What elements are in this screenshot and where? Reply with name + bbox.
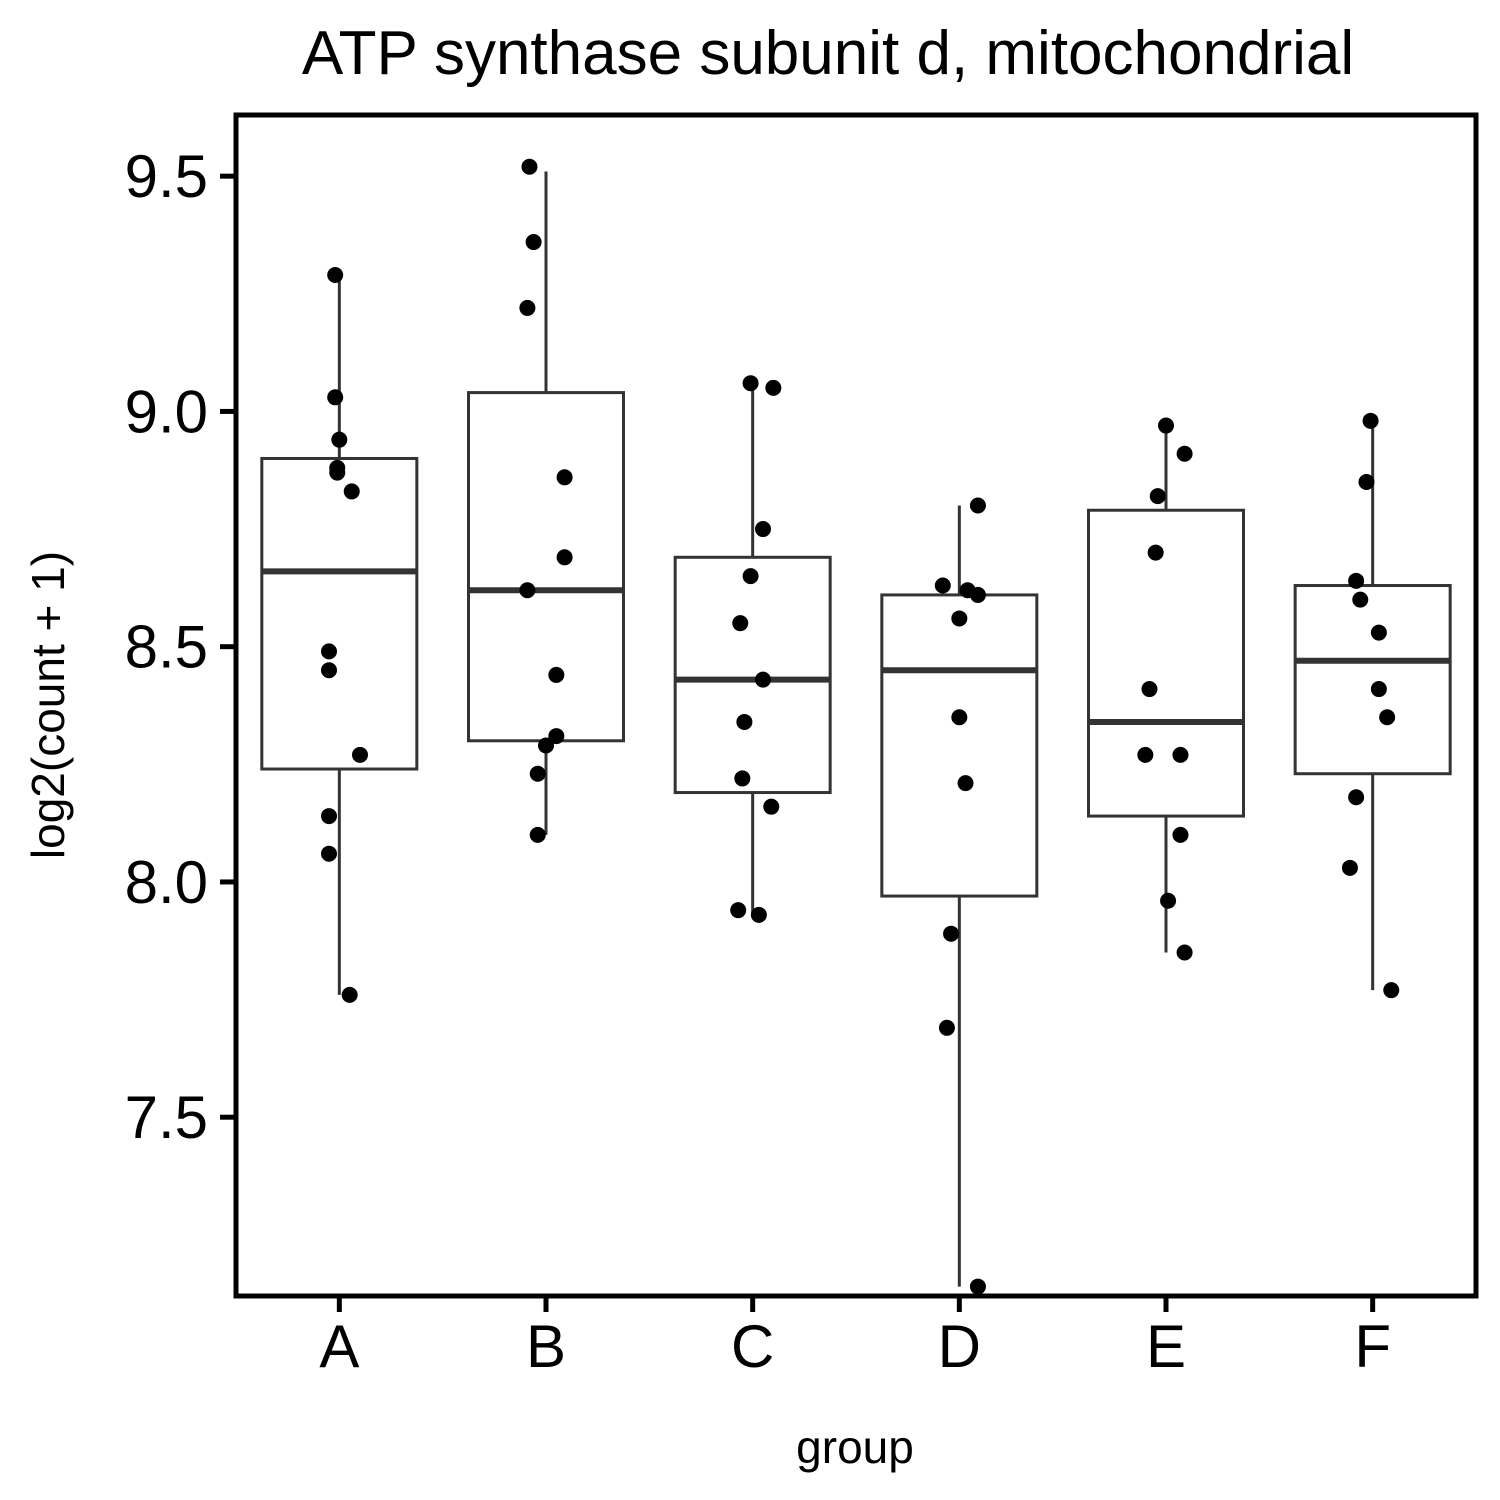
data-point bbox=[732, 615, 749, 632]
data-point bbox=[943, 925, 960, 942]
data-point bbox=[1358, 474, 1375, 491]
data-point bbox=[969, 497, 986, 514]
data-point bbox=[1160, 892, 1177, 909]
data-point bbox=[1348, 572, 1365, 589]
data-point bbox=[538, 737, 554, 754]
data-point bbox=[343, 483, 360, 500]
data-point bbox=[755, 521, 771, 538]
data-point bbox=[969, 1278, 986, 1295]
data-point bbox=[957, 775, 974, 792]
y-tick-label: 9.5 bbox=[125, 143, 208, 210]
box-iqr bbox=[673, 555, 832, 795]
data-point bbox=[1158, 417, 1174, 434]
data-point bbox=[556, 469, 573, 486]
y-axis: 7.5 8.0 8.5 9.0 9.5 bbox=[125, 143, 236, 1151]
data-point bbox=[519, 582, 536, 599]
data-point bbox=[525, 234, 542, 251]
box-iqr bbox=[260, 456, 419, 771]
x-tick-label: F bbox=[1354, 1313, 1391, 1380]
data-point bbox=[321, 808, 337, 825]
data-point bbox=[1176, 944, 1193, 961]
box-group-f bbox=[1293, 412, 1452, 999]
box-group-d bbox=[880, 497, 1039, 1295]
data-point bbox=[529, 765, 546, 782]
box-iqr bbox=[1087, 508, 1245, 818]
y-tick-label: 7.5 bbox=[125, 1084, 208, 1151]
data-point bbox=[1370, 624, 1387, 641]
data-point bbox=[1172, 746, 1189, 763]
y-tick-label: 9.0 bbox=[125, 378, 208, 445]
data-point bbox=[755, 671, 771, 688]
data-point bbox=[521, 158, 538, 175]
data-point bbox=[742, 568, 759, 585]
data-point bbox=[556, 549, 573, 566]
data-point bbox=[1362, 412, 1379, 429]
box-group-a bbox=[260, 266, 419, 1003]
data-point bbox=[730, 902, 747, 919]
box-group-b bbox=[467, 158, 625, 843]
data-point bbox=[1149, 488, 1166, 505]
data-point bbox=[548, 666, 565, 683]
data-point bbox=[951, 709, 968, 726]
data-point bbox=[1341, 859, 1358, 876]
data-point bbox=[1383, 982, 1400, 999]
data-point bbox=[1141, 681, 1158, 698]
data-point bbox=[1370, 681, 1387, 698]
data-point bbox=[742, 375, 759, 392]
data-point bbox=[951, 610, 968, 627]
data-point bbox=[548, 728, 565, 745]
data-point bbox=[736, 713, 753, 730]
x-tick-label: D bbox=[938, 1313, 981, 1380]
box-iqr bbox=[880, 593, 1039, 898]
data-point bbox=[321, 662, 337, 679]
data-point bbox=[1147, 544, 1164, 561]
y-axis-label: log2(count + 1) bbox=[22, 551, 74, 859]
x-tick-label: E bbox=[1146, 1313, 1186, 1380]
plot-area bbox=[260, 158, 1452, 1295]
data-point bbox=[750, 906, 767, 923]
data-point bbox=[321, 845, 337, 862]
data-point bbox=[341, 986, 358, 1003]
x-tick-label: A bbox=[319, 1313, 359, 1380]
data-point bbox=[734, 770, 751, 787]
box-iqr bbox=[467, 391, 625, 743]
data-point bbox=[934, 577, 951, 594]
data-point bbox=[1352, 591, 1369, 608]
data-point bbox=[327, 389, 344, 406]
y-tick-label: 8.0 bbox=[125, 849, 208, 916]
data-point bbox=[327, 266, 344, 283]
box-iqr bbox=[1293, 584, 1452, 776]
data-point bbox=[1172, 826, 1189, 843]
data-point bbox=[329, 464, 346, 481]
data-point bbox=[352, 746, 368, 763]
data-point bbox=[938, 1019, 955, 1036]
y-tick-label: 8.5 bbox=[125, 614, 208, 681]
data-point bbox=[529, 826, 546, 843]
x-tick-label: B bbox=[526, 1313, 566, 1380]
chart-title: ATP synthase subunit d, mitochondrial bbox=[302, 19, 1354, 88]
plot-panel-border bbox=[233, 112, 1479, 1299]
data-point bbox=[1379, 709, 1396, 726]
data-point bbox=[1176, 445, 1193, 462]
data-point bbox=[765, 379, 782, 396]
x-axis: A B C D E F bbox=[319, 1296, 1391, 1380]
box-group-e bbox=[1087, 417, 1245, 961]
x-tick-label: C bbox=[731, 1313, 774, 1380]
data-point bbox=[519, 299, 536, 316]
data-point bbox=[969, 586, 986, 603]
box-group-c bbox=[673, 375, 832, 923]
data-point bbox=[331, 431, 348, 448]
x-axis-label: group bbox=[796, 1421, 914, 1473]
data-point bbox=[1137, 746, 1154, 763]
data-point bbox=[321, 643, 337, 660]
data-point bbox=[1348, 789, 1365, 806]
data-point bbox=[763, 798, 780, 815]
